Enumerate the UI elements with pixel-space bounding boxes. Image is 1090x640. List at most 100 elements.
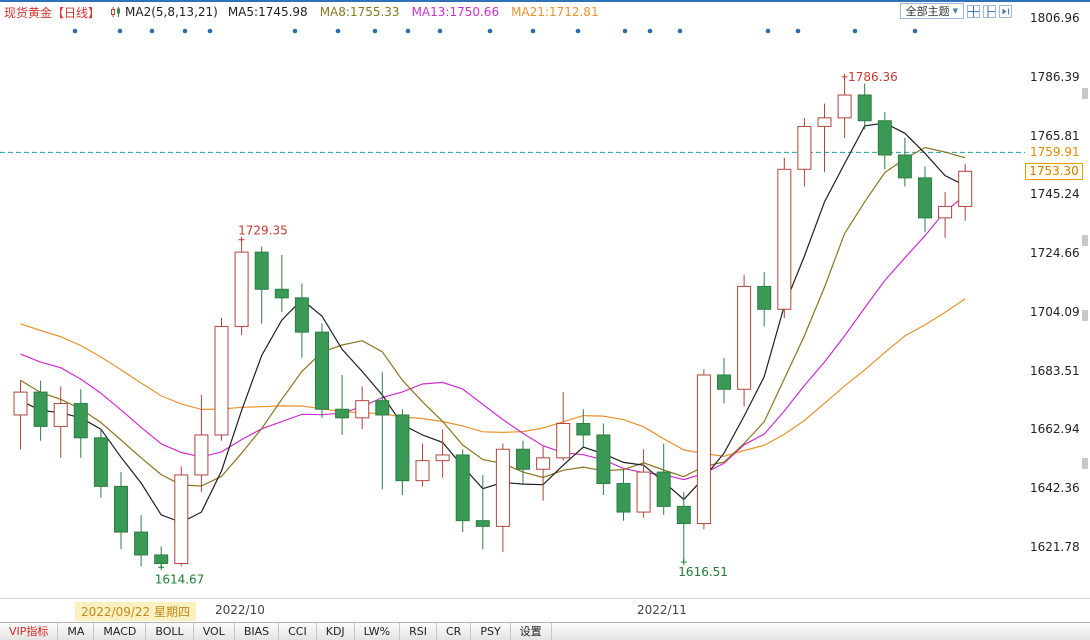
y-axis-label: 1786.39 <box>1030 70 1080 84</box>
candle[interactable] <box>335 408 350 419</box>
event-marker-dot[interactable] <box>335 28 341 34</box>
event-marker-dot[interactable] <box>795 28 801 34</box>
candle[interactable] <box>797 125 812 170</box>
y-axis-label: 1704.09 <box>1030 305 1080 319</box>
candle[interactable] <box>294 297 309 333</box>
candle[interactable] <box>717 374 731 390</box>
event-marker-dot[interactable] <box>207 28 213 34</box>
candle[interactable] <box>53 403 68 427</box>
candle[interactable] <box>918 177 932 219</box>
indicator-tab-vol[interactable]: VOL <box>194 623 235 640</box>
indicator-tab-cci[interactable]: CCI <box>279 623 317 640</box>
chevron-down-icon: ▼ <box>952 7 958 15</box>
candlestick-chart[interactable]: 1729.35 1786.36 1614.67 1616.51 <box>0 0 1030 598</box>
event-marker-dot[interactable] <box>117 28 123 34</box>
indicator-tab-psy[interactable]: PSY <box>471 623 511 640</box>
event-marker-dot[interactable] <box>852 28 858 34</box>
candle[interactable] <box>73 403 88 439</box>
candle[interactable] <box>636 471 651 513</box>
tile-windows-icon-button[interactable] <box>967 4 980 18</box>
event-marker-dot[interactable] <box>622 28 628 34</box>
candle[interactable] <box>757 285 772 310</box>
candle[interactable] <box>254 251 269 290</box>
candle[interactable] <box>194 434 209 476</box>
candle[interactable] <box>475 520 490 527</box>
indicator-tab-ma[interactable]: MA <box>58 623 95 640</box>
indicator-tab-macd[interactable]: MACD <box>94 623 147 640</box>
next-chart-icon-button[interactable] <box>999 4 1012 18</box>
candle[interactable] <box>455 454 470 522</box>
candle[interactable] <box>857 94 872 122</box>
window-top-border <box>0 0 1090 2</box>
event-marker-dot[interactable] <box>372 28 378 34</box>
candle[interactable] <box>556 423 571 459</box>
event-marker-dot[interactable] <box>765 28 771 34</box>
indicator-tab-boll[interactable]: BOLL <box>146 623 194 640</box>
indicator-tab-rsi[interactable]: RSI <box>400 623 437 640</box>
candle[interactable] <box>536 457 551 470</box>
candle[interactable] <box>415 460 430 482</box>
candle[interactable] <box>154 554 169 565</box>
candle[interactable] <box>214 325 229 436</box>
event-marker-dot[interactable] <box>149 28 155 34</box>
candle[interactable] <box>495 448 510 527</box>
candle[interactable] <box>777 168 792 310</box>
candle[interactable] <box>676 505 691 525</box>
candle[interactable] <box>516 448 530 470</box>
candle[interactable] <box>174 474 189 565</box>
candle[interactable] <box>877 120 892 156</box>
candle[interactable] <box>355 400 370 419</box>
indicator-tab-vip[interactable]: VIP指标 <box>0 623 59 640</box>
event-marker-dot[interactable] <box>437 28 443 34</box>
y-axis-label: 1806.96 <box>1030 11 1080 25</box>
candle[interactable] <box>93 437 108 487</box>
panel-layout-icon-button[interactable] <box>983 4 996 18</box>
event-marker-dot[interactable] <box>530 28 536 34</box>
indicator-tab-lw[interactable]: LW% <box>355 623 401 640</box>
candle[interactable] <box>938 205 953 219</box>
theme-selector-button[interactable]: 全部主题 ▼ <box>899 3 964 19</box>
price-annotation: 1614.67 <box>155 572 205 586</box>
header-controls: 全部主题 ▼ <box>899 3 1012 19</box>
event-marker-dot[interactable] <box>575 28 581 34</box>
event-marker-dot[interactable] <box>647 28 653 34</box>
event-marker-dot[interactable] <box>677 28 683 34</box>
ma21-line <box>20 298 966 457</box>
candle[interactable] <box>234 251 249 327</box>
indicator-tab-cr[interactable]: CR <box>437 623 472 640</box>
ma-value-label: MA21:1712.81 <box>511 5 599 19</box>
event-marker-dot[interactable] <box>182 28 188 34</box>
candle[interactable] <box>274 288 289 299</box>
candle[interactable] <box>375 400 390 416</box>
indicator-tab-kdj[interactable]: KDJ <box>317 623 355 640</box>
event-marker-dot[interactable] <box>292 28 298 34</box>
y-axis-label: 1642.36 <box>1030 481 1080 495</box>
visible-start-date-label: 2022/09/22 星期四 <box>75 602 196 621</box>
candle[interactable] <box>897 154 912 179</box>
indicator-tab-bias[interactable]: BIAS <box>235 623 280 640</box>
candle[interactable] <box>696 374 711 525</box>
candle[interactable] <box>395 414 410 482</box>
candle[interactable] <box>656 471 671 507</box>
candle[interactable] <box>114 485 128 533</box>
candle[interactable] <box>33 391 48 427</box>
event-marker-dot[interactable] <box>405 28 411 34</box>
candle[interactable] <box>837 94 852 119</box>
event-marker-dot[interactable] <box>912 28 918 34</box>
candle[interactable] <box>596 434 611 485</box>
candle[interactable] <box>13 391 28 416</box>
time-axis: 2022/09/22 星期四 2022/10 2022/11 <box>0 598 1090 623</box>
event-marker-dot[interactable] <box>72 28 78 34</box>
candle[interactable] <box>315 331 329 410</box>
candle[interactable] <box>817 117 832 127</box>
indicator-toolbar: VIP指标 MA MACD BOLL VOL BIAS CCI KDJ LW% RSI CR PSY 设… <box>0 622 1090 640</box>
indicator-tab-settings[interactable]: 设置 <box>511 623 552 640</box>
candle[interactable] <box>958 170 973 207</box>
candle[interactable] <box>576 423 591 436</box>
candle[interactable] <box>134 531 149 556</box>
ma-value-label: MA8:1755.33 <box>319 5 400 19</box>
candle[interactable] <box>737 285 752 390</box>
candle[interactable] <box>616 483 631 513</box>
event-marker-dot[interactable] <box>487 28 493 34</box>
candle[interactable] <box>435 454 450 462</box>
